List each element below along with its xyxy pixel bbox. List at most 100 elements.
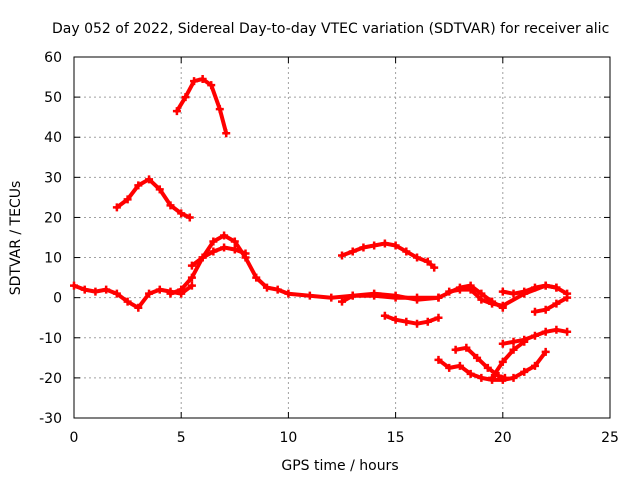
series-point-arc-6 [338, 251, 346, 260]
series-point-arc-5 [187, 261, 196, 270]
series-point-arc-15 [541, 327, 550, 336]
series-point-arc-8 [391, 315, 400, 324]
series-point-arc-4 [284, 289, 293, 298]
series-point-arc-4 [252, 273, 261, 282]
series-point-arc-1 [91, 287, 100, 296]
series-point-arc-3 [222, 129, 231, 138]
series-point-arc-10 [498, 287, 507, 296]
series-point-arc-6 [413, 253, 422, 262]
series-point-arc-6 [370, 241, 379, 250]
series-point-arc-1 [70, 281, 78, 290]
series-point-arc-6 [380, 239, 389, 248]
series-point-arc-12 [466, 369, 475, 378]
series-point-arc-3 [198, 75, 207, 84]
series-point-arc-12 [509, 373, 518, 382]
series-point-arc-5 [209, 247, 218, 256]
series-point-arc-4 [209, 237, 218, 246]
series-line-arc-1 [72, 283, 194, 310]
series-point-arc-2 [166, 201, 175, 210]
series-point-arc-10 [509, 289, 518, 298]
series-point-arc-4 [262, 283, 271, 292]
series-point-arc-13 [483, 363, 492, 372]
plot-frame [73, 56, 611, 419]
series-layer [70, 75, 572, 384]
series-point-arc-10 [520, 287, 529, 296]
series-point-arc-4 [273, 285, 282, 294]
series-point-arc-10 [552, 283, 561, 292]
series-point-arc-7 [391, 291, 400, 300]
series-point-arc-14 [498, 357, 507, 366]
series-point-arc-8 [434, 313, 443, 322]
series-point-arc-5 [241, 249, 250, 258]
series-point-arc-12 [455, 361, 464, 370]
series-point-arc-7 [434, 293, 443, 302]
series-point-arc-11 [563, 293, 572, 302]
y-tick-label: -30 [39, 411, 62, 427]
series-point-arc-1 [145, 289, 154, 298]
series-point-arc-12 [541, 347, 550, 356]
series-point-arc-2 [155, 185, 164, 194]
series-point-arc-9 [445, 287, 454, 296]
x-tick-label: 5 [177, 430, 186, 446]
series-point-arc-4 [327, 293, 336, 302]
series-point-arc-1 [123, 297, 132, 306]
series-point-arc-4 [177, 285, 186, 294]
series-point-arc-15 [498, 339, 507, 348]
x-tick-label: 0 [70, 430, 79, 446]
series-point-arc-1 [102, 285, 111, 294]
series-point-arc-11 [530, 307, 539, 316]
series-point-arc-4 [187, 273, 196, 282]
series-point-arc-12 [530, 361, 539, 370]
y-tick-label: 60 [44, 50, 62, 66]
y-tick-label: 20 [44, 210, 62, 226]
series-point-arc-9 [455, 285, 464, 294]
series-point-arc-1 [112, 289, 121, 298]
series-point-arc-2 [123, 195, 132, 204]
y-tick-label: 0 [53, 291, 62, 307]
series-line-arc-14 [490, 339, 527, 380]
series-point-arc-15 [509, 337, 518, 346]
series-point-arc-11 [552, 299, 561, 308]
series-point-arc-7 [370, 289, 379, 298]
series-point-arc-2 [177, 209, 186, 218]
series-point-arc-4 [305, 291, 314, 300]
series-point-arc-1 [155, 285, 164, 294]
x-axis-label: GPS time / hours [281, 458, 398, 474]
series-point-arc-10 [541, 281, 550, 290]
x-tick-label: 20 [494, 430, 512, 446]
series-point-arc-5 [198, 253, 207, 262]
series-point-arc-2 [185, 213, 194, 222]
y-tick-label: 10 [44, 251, 62, 267]
series-point-arc-3 [190, 77, 199, 86]
series-point-arc-1 [134, 303, 143, 312]
series-point-arc-7 [348, 291, 357, 300]
series-point-arc-4 [220, 231, 229, 240]
series-point-arc-7 [338, 297, 346, 306]
axis-ticks: 0 5 10 15 20 25 -30 -20 -10 0 10 20 30 40 50 60 [39, 50, 619, 446]
x-tick-label: 10 [279, 430, 297, 446]
series-point-arc-5 [230, 245, 239, 254]
series-point-arc-14 [509, 345, 518, 354]
series-point-arc-15 [530, 331, 539, 340]
series-point-arc-12 [520, 367, 529, 376]
chart-title: Day 052 of 2022, Sidereal Day-to-day VTE… [52, 21, 609, 37]
series-point-arc-15 [520, 335, 529, 344]
series-point-arc-9 [466, 285, 475, 294]
series-point-arc-6 [430, 263, 439, 272]
series-point-arc-12 [434, 355, 443, 364]
series-line-arc-6 [340, 241, 437, 270]
y-axis-label: SDTVAR / TECUs [8, 181, 24, 296]
series-point-arc-9 [488, 299, 497, 308]
series-point-arc-8 [423, 317, 432, 326]
series-point-arc-2 [134, 181, 143, 190]
series-point-arc-13 [462, 343, 471, 352]
y-tick-label: 30 [44, 170, 62, 186]
series-point-arc-3 [172, 107, 181, 116]
series-point-arc-9 [477, 295, 486, 304]
y-tick-label: -10 [39, 331, 62, 347]
x-tick-label: 25 [601, 430, 619, 446]
series-point-arc-13 [500, 373, 509, 382]
series-point-arc-6 [423, 257, 432, 266]
series-point-arc-15 [563, 327, 572, 336]
